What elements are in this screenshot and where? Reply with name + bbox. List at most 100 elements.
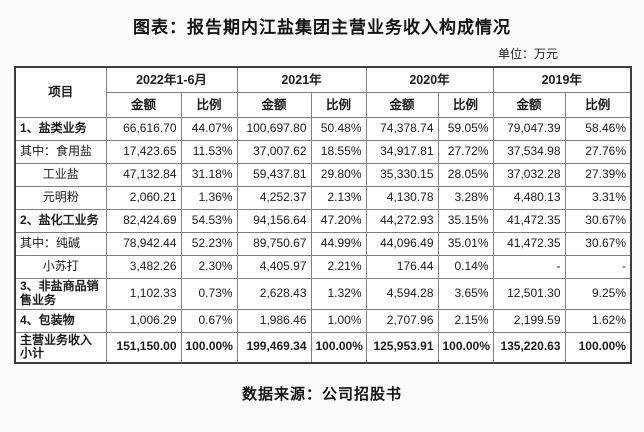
ratio-2019: 58.46%: [564, 117, 632, 141]
period-header-2019: 2019年: [492, 66, 632, 93]
amount-2019: 41,472.35: [492, 232, 566, 256]
amount-2019: 41,472.35: [492, 209, 566, 233]
ratio-2022h1: 100.00%: [180, 331, 238, 364]
item-column-header: 项目: [14, 66, 107, 118]
ratio-2022h1: 11.53%: [180, 140, 238, 164]
period-header-2021: 2021年: [236, 66, 367, 93]
ratio-2019: 3.31%: [564, 186, 632, 210]
row-soda-ash: 其中：纯碱 78,942.44 52.23% 89,750.67 44.99% …: [14, 232, 632, 256]
amount-2021: 89,750.67: [236, 232, 312, 256]
ratio-2019: 27.76%: [564, 140, 632, 164]
amount-header: 金额: [365, 92, 439, 118]
ratio-2021: 44.99%: [310, 232, 367, 256]
amount-header: 金额: [492, 92, 566, 118]
amount-2020: 2,707.96: [365, 308, 439, 333]
ratio-header: 比例: [437, 92, 494, 118]
ratio-2022h1: 0.73%: [180, 278, 238, 310]
ratio-2020: 3.65%: [437, 278, 494, 310]
ratio-2019: 27.39%: [564, 163, 632, 187]
ratio-2019: 9.25%: [564, 278, 632, 310]
amount-header: 金额: [236, 92, 312, 118]
ratio-2022h1: 44.07%: [180, 117, 238, 141]
row-salt-business: 1、盐类业务 66,616.70 44.07% 100,697.80 50.48…: [14, 117, 632, 141]
ratio-2020: 100.00%: [437, 331, 494, 364]
ratio-2020: 3.28%: [437, 186, 494, 210]
amount-2019: 4,480.13: [492, 186, 566, 210]
amount-2022h1: 3,482.26: [105, 255, 182, 279]
amount-2022h1: 1,006.29: [105, 308, 182, 333]
ratio-2021: 2.13%: [310, 186, 367, 210]
ratio-header: 比例: [180, 92, 238, 118]
amount-2022h1: 17,423.65: [105, 140, 182, 164]
ratio-2020: 27.72%: [437, 140, 494, 164]
ratio-2021: 2.21%: [310, 255, 367, 279]
ratio-2019: 100.00%: [564, 331, 632, 364]
amount-2022h1: 47,132.84: [105, 163, 182, 187]
amount-2020: 125,953.91: [365, 331, 439, 364]
amount-2020: 35,330.15: [365, 163, 439, 187]
amount-2020: 74,378.74: [365, 117, 439, 141]
amount-header: 金额: [105, 92, 182, 118]
ratio-2022h1: 54.53%: [180, 209, 238, 233]
amount-2022h1: 151,150.00: [105, 331, 182, 364]
amount-2020: 44,272.93: [365, 209, 439, 233]
table-body: 1、盐类业务 66,616.70 44.07% 100,697.80 50.48…: [14, 117, 632, 364]
row-industrial-salt: 工业盐 47,132.84 31.18% 59,437.81 29.80% 35…: [14, 163, 632, 187]
data-source-label: 数据来源：公司招股书: [241, 386, 402, 404]
ratio-2021: 18.55%: [310, 140, 367, 164]
amount-2021: 2,628.43: [236, 278, 312, 310]
amount-2021: 100,697.80: [236, 117, 312, 141]
row-salt-chemical-business: 2、盐化工业务 82,424.69 54.53% 94,156.64 47.20…: [14, 209, 632, 233]
ratio-2020: 28.05%: [437, 163, 494, 187]
item-cell: 主营业务收入小计: [14, 331, 107, 364]
row-packaging: 4、包装物 1,006.29 0.67% 1,986.46 1.00% 2,70…: [14, 308, 632, 333]
amount-2021: 1,986.46: [236, 308, 312, 333]
amount-2019: 79,047.39: [492, 117, 566, 141]
ratio-2021: 29.80%: [310, 163, 367, 187]
amount-2022h1: 82,424.69: [105, 209, 182, 233]
ratio-2021: 50.48%: [310, 117, 367, 141]
item-cell: 其中：纯碱: [14, 232, 107, 256]
ratio-2021: 1.00%: [310, 308, 367, 333]
row-glauber-salt: 元明粉 2,060.21 1.36% 4,252.37 2.13% 4,130.…: [14, 186, 632, 210]
amount-2022h1: 1,102.33: [105, 278, 182, 310]
amount-2021: 94,156.64: [236, 209, 312, 233]
ratio-2020: 35.01%: [437, 232, 494, 256]
ratio-2021: 1.32%: [310, 278, 367, 310]
amount-2022h1: 66,616.70: [105, 117, 182, 141]
period-header-2022h1: 2022年1-6月: [105, 66, 238, 93]
item-cell: 小苏打: [14, 255, 107, 279]
ratio-2019: 30.67%: [564, 209, 632, 233]
ratio-header: 比例: [310, 92, 367, 118]
item-cell: 2、盐化工业务: [14, 209, 107, 233]
amount-2020: 34,917.81: [365, 140, 439, 164]
ratio-2021: 100.00%: [310, 331, 367, 364]
amount-2019: 135,220.63: [492, 331, 566, 364]
item-cell: 4、包装物: [14, 308, 107, 333]
amount-2019: 12,501.30: [492, 278, 566, 310]
amount-2021: 37,007.62: [236, 140, 312, 164]
amount-2021: 4,252.37: [236, 186, 312, 210]
item-cell: 工业盐: [14, 163, 107, 187]
ratio-2022h1: 31.18%: [180, 163, 238, 187]
item-cell: 1、盐类业务: [14, 117, 107, 141]
item-cell: 3、非盐商品销售业务: [14, 278, 107, 310]
amount-2022h1: 78,942.44: [105, 232, 182, 256]
amount-2021: 59,437.81: [236, 163, 312, 187]
ratio-2022h1: 1.36%: [180, 186, 238, 210]
amount-2020: 176.44: [365, 255, 439, 279]
amount-2022h1: 2,060.21: [105, 186, 182, 210]
ratio-2020: 59.05%: [437, 117, 494, 141]
amount-2020: 44,096.49: [365, 232, 439, 256]
row-total: 主营业务收入小计 151,150.00 100.00% 199,469.34 1…: [14, 331, 632, 364]
header-row-measures: 金额 比例 金额 比例 金额 比例 金额 比例: [15, 92, 632, 118]
ratio-2022h1: 2.30%: [180, 255, 238, 279]
ratio-2020: 0.14%: [437, 255, 494, 279]
ratio-2019: 30.67%: [564, 232, 632, 256]
amount-2021: 4,405.97: [236, 255, 312, 279]
unit-label: 单位：万元: [497, 47, 558, 61]
ratio-2020: 35.15%: [437, 209, 494, 233]
row-non-salt-sales: 3、非盐商品销售业务 1,102.33 0.73% 2,628.43 1.32%…: [14, 278, 632, 310]
table-header: 项目 2022年1-6月 2021年 2020年 2019年 金额 比例 金额 …: [14, 66, 632, 118]
item-cell: 其中：食用盐: [14, 140, 107, 164]
